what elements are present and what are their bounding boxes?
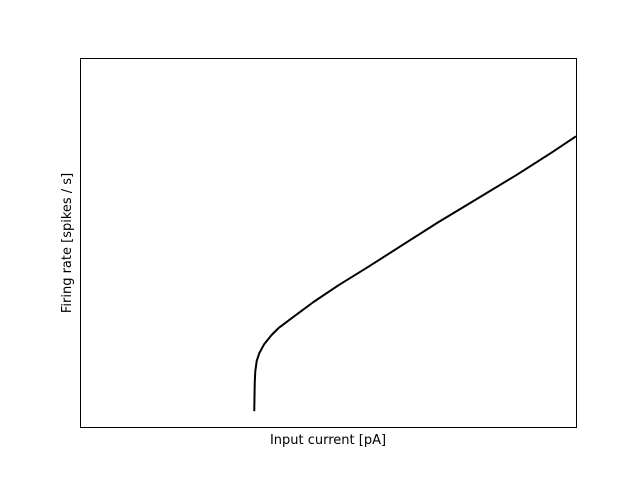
plot-area: [253, 135, 577, 412]
series-line-0: [253, 135, 577, 412]
y-axis-label: Firing rate [spikes / s]: [60, 173, 75, 313]
plot-frame: [80, 58, 577, 428]
x-axis-label: Input current [pA]: [270, 433, 386, 448]
